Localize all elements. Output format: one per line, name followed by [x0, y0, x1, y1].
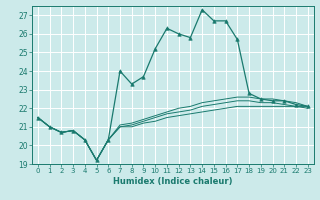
X-axis label: Humidex (Indice chaleur): Humidex (Indice chaleur) [113, 177, 233, 186]
